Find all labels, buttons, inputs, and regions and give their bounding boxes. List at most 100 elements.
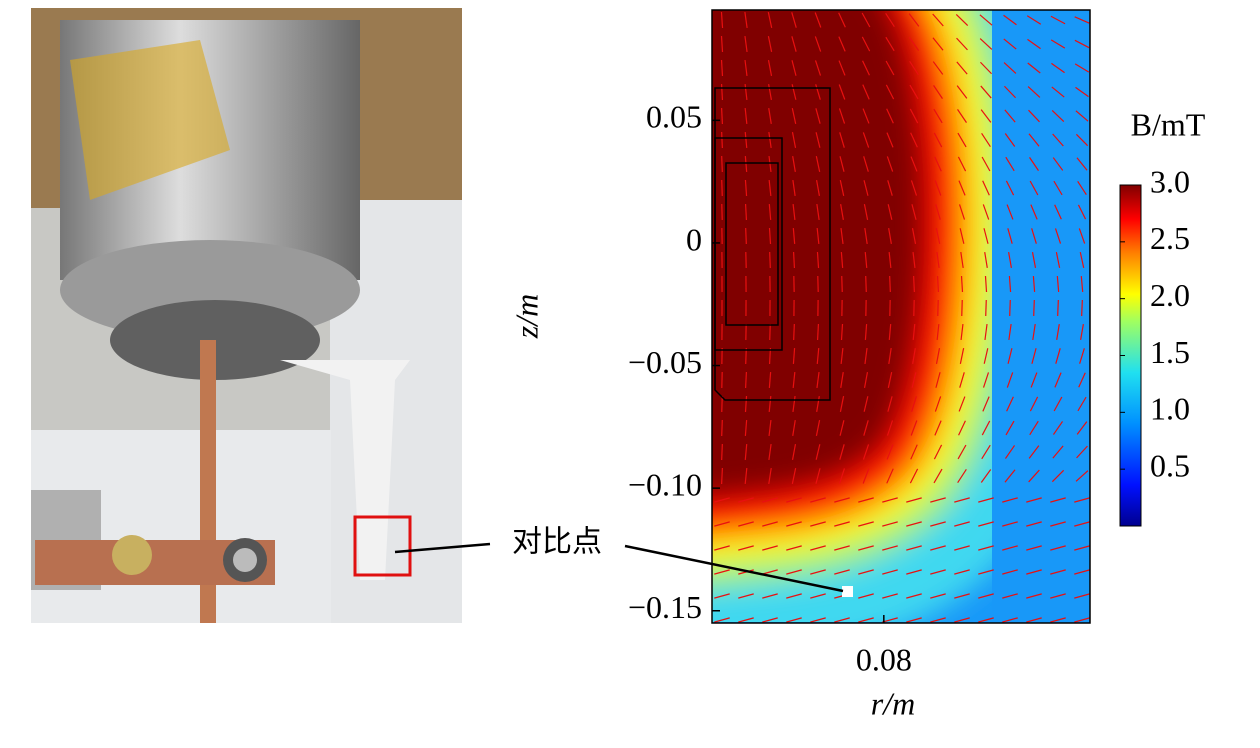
- field-arrow: [1081, 299, 1083, 317]
- field-arrow: [1028, 445, 1040, 459]
- field-arrow: [810, 497, 826, 503]
- field-arrow: [744, 107, 748, 125]
- field-arrow: [1002, 497, 1018, 503]
- field-arrow: [714, 617, 730, 623]
- field-arrow: [1031, 228, 1037, 244]
- field-arrow: [933, 444, 943, 460]
- field-arrow: [863, 396, 869, 412]
- y-tick-label: 0: [686, 221, 702, 257]
- field-arrow: [1050, 521, 1066, 527]
- field-arrow: [1002, 569, 1018, 575]
- field-arrow: [744, 131, 748, 149]
- field-arrow: [1080, 324, 1084, 340]
- field-arrow: [888, 323, 892, 341]
- x-axis-label: r/m: [871, 685, 915, 721]
- colorbar-tick-label: 3.0: [1150, 163, 1190, 199]
- field-arrow: [721, 467, 723, 485]
- field-arrow: [886, 132, 894, 148]
- field-arrow: [864, 347, 868, 365]
- field-arrow: [767, 36, 773, 52]
- field-arrow: [1078, 372, 1086, 388]
- field-arrow: [911, 372, 917, 388]
- field-arrow: [1028, 469, 1040, 483]
- colorbar-tick-label: 1.5: [1150, 334, 1190, 370]
- field-arrow: [980, 85, 992, 99]
- field-arrow: [721, 155, 723, 173]
- field-arrow: [1052, 421, 1064, 435]
- field-arrow: [816, 396, 820, 412]
- field-arrow: [839, 396, 845, 412]
- field-arrow: [1054, 372, 1062, 388]
- field-arrow: [768, 203, 772, 221]
- field-arrow: [978, 497, 994, 503]
- field-arrow: [863, 180, 869, 196]
- field-arrow: [1053, 396, 1063, 412]
- field-arrow: [1074, 545, 1090, 551]
- field-arrow: [960, 275, 964, 293]
- field-arrow: [839, 180, 845, 196]
- field-arrow: [958, 180, 966, 196]
- field-arrow: [936, 251, 940, 269]
- field-arrow: [744, 11, 748, 29]
- field-arrow: [840, 347, 844, 365]
- field-arrow: [885, 60, 895, 76]
- field-arrow: [956, 85, 968, 99]
- field-arrow: [958, 420, 966, 436]
- field-arrow: [1079, 252, 1085, 268]
- field-arrow: [858, 545, 874, 551]
- field-arrow: [887, 372, 893, 388]
- field-arrow: [930, 593, 946, 599]
- field-arrow: [862, 84, 870, 100]
- field-arrow: [1006, 396, 1014, 412]
- field-arrow: [934, 180, 942, 196]
- field-arrow: [1074, 521, 1090, 527]
- field-arrow: [1075, 110, 1089, 122]
- field-arrow: [1051, 86, 1065, 98]
- field-arrow: [816, 180, 820, 196]
- field-arrow: [909, 468, 919, 484]
- field-arrow: [834, 617, 850, 623]
- field-arrow: [1057, 299, 1059, 317]
- field-arrow: [957, 468, 967, 484]
- field-arrow: [792, 179, 796, 197]
- field-arrow: [834, 569, 850, 575]
- field-arrow: [721, 131, 723, 149]
- field-arrow: [957, 132, 967, 148]
- field-arrow: [810, 569, 826, 575]
- field-arrow: [815, 468, 821, 484]
- field-arrow: [861, 36, 871, 52]
- field-arrow: [911, 204, 917, 220]
- plot-frame: [711, 9, 1091, 624]
- annotation: 对比点: [512, 525, 602, 560]
- field-arrow: [910, 180, 918, 196]
- field-arrow: [930, 617, 946, 623]
- field-arrow: [954, 521, 970, 527]
- field-arrow: [714, 545, 730, 551]
- field-arrow: [1076, 421, 1088, 435]
- field-arrow: [911, 228, 917, 244]
- field-arrow: [1007, 348, 1013, 364]
- field-arrow: [1005, 420, 1015, 436]
- field-arrow: [984, 252, 988, 268]
- field-arrow: [816, 203, 820, 221]
- field-arrow: [1026, 569, 1042, 575]
- field-arrow: [1051, 469, 1065, 483]
- field-arrow: [887, 204, 893, 220]
- field-arrow: [980, 109, 992, 123]
- field-arrow: [738, 617, 754, 623]
- field-arrow: [1026, 593, 1042, 599]
- field-arrow: [909, 84, 919, 100]
- field-arrow: [721, 107, 723, 125]
- y-axis-label: z/m: [508, 294, 544, 339]
- field-arrow: [786, 593, 802, 599]
- field-arrow: [1074, 16, 1090, 24]
- field-arrow: [762, 521, 778, 527]
- field-arrow: [767, 12, 773, 28]
- field-arrow: [935, 372, 941, 388]
- field-arrow: [815, 420, 821, 436]
- colorbar-tick-label: 0.5: [1150, 448, 1190, 484]
- field-arrow: [762, 617, 778, 623]
- field-arrow: [838, 60, 846, 76]
- field-arrow: [1002, 617, 1018, 623]
- field-arrow: [720, 59, 724, 77]
